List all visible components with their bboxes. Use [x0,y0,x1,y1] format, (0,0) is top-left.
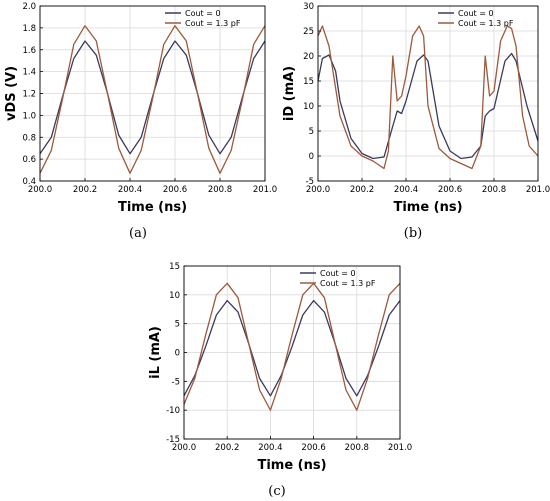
x-tick-label: 200.0 [306,185,330,195]
y-tick-label: 0.8 [22,133,36,143]
x-tick-label: 200.0 [172,443,196,453]
x-tick-label: 200.2 [350,185,374,195]
x-tick-label: 201.0 [253,185,277,195]
legend-entry: Cout = 1.3 pF [185,19,241,28]
x-axis-label: Time (ns) [257,458,326,473]
y-tick-label: 30 [303,2,314,12]
series-line-cout-1-3pf [39,25,266,174]
series-line-cout-0 [317,52,539,160]
series-line-cout-0 [183,299,401,397]
y-tick-label: 5 [175,320,180,330]
y-tick-label: -15 [166,435,180,445]
legend-entry: Cout = 1.3 pF [458,19,514,28]
y-tick-label: 0 [309,152,314,162]
y-tick-label: 25 [303,27,314,37]
y-tick-label: 0 [175,349,180,359]
series-line-cout-1-3pf [183,282,401,411]
plot-frame [317,5,539,182]
x-tick-label: 201.0 [526,185,550,195]
y-tick-label: 0.6 [22,155,36,165]
legend-entry: Cout = 0 [458,9,494,18]
panel-caption: (b) [404,226,422,241]
x-tick-label: 200.2 [73,185,97,195]
x-axis-label: Time (ns) [118,200,187,215]
y-axis-label: iL (mA) [148,326,163,379]
chart-panel-1: 200.0 200.2 200.4 200.6 200.8 201.0 0.4 0.6 0.8 1… [4,2,277,241]
legend-entry: Cout = 0 [185,9,221,18]
y-tick-label: 1.8 [22,24,36,34]
y-tick-label: -5 [172,377,180,387]
y-tick-label: 20 [303,52,314,62]
x-tick-label: 200.6 [163,185,187,195]
y-tick-label: 15 [169,262,180,272]
y-tick-label: 5 [309,127,314,137]
y-tick-label: 1.0 [22,111,36,121]
x-tick-label: 200.4 [394,185,418,195]
chart-panel-3: 200.0 200.2 200.4 200.6 200.8 201.0 -15 -10 -5 0 5… [148,262,412,499]
y-tick-label: -5 [306,177,314,187]
x-axis-label: Time (ns) [393,200,462,215]
panel-caption: (c) [268,484,285,499]
y-axis-label: iD (mA) [282,66,297,121]
x-tick-label: 200.6 [438,185,462,195]
y-tick-label: 10 [303,102,314,112]
y-tick-label: -10 [166,406,180,416]
y-tick-label: 10 [169,291,180,301]
y-tick-label: 1.2 [22,90,36,100]
y-tick-label: 0.4 [22,177,36,187]
legend-entry: Cout = 0 [320,269,356,278]
x-tick-label: 200.8 [345,443,369,453]
x-tick-label: 200.4 [118,185,142,195]
y-tick-label: 2.0 [22,2,36,12]
y-tick-label: 1.4 [22,68,36,78]
y-axis-label: vDS (V) [4,66,19,121]
x-tick-label: 200.2 [215,443,239,453]
x-tick-label: 201.0 [388,443,412,453]
y-tick-label: 1.6 [22,46,36,56]
panel-caption: (a) [129,226,147,241]
x-tick-label: 200.4 [258,443,282,453]
chart-panel-2: 200.0 200.2 200.4 200.6 200.8 201.0 -5 0 5 10 15 20… [282,2,550,241]
series-line-cout-1-3pf [317,25,539,170]
x-tick-label: 200.8 [482,185,506,195]
x-tick-label: 200.8 [208,185,232,195]
y-tick-label: 15 [303,77,314,87]
x-tick-label: 200.0 [28,185,52,195]
x-tick-label: 200.6 [301,443,325,453]
legend-entry: Cout = 1.3 pF [320,279,376,288]
